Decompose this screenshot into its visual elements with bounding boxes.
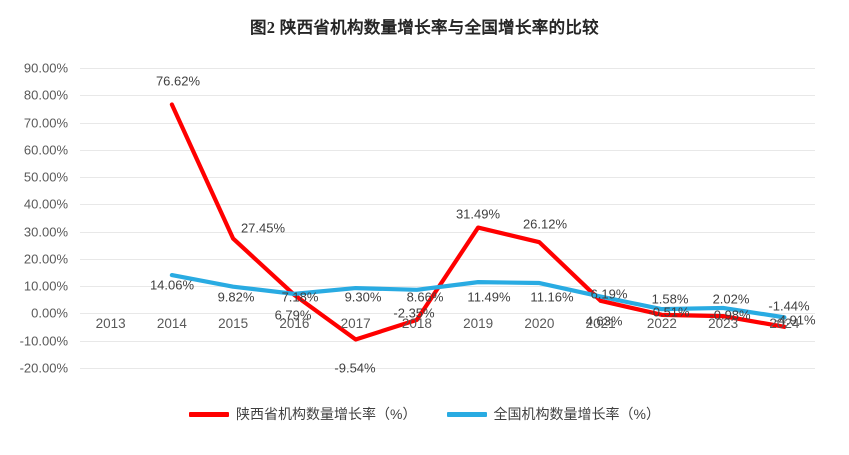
legend-swatch-icon [189,411,230,417]
x-axis-tick-label: 2023 [708,316,739,332]
line-series-shaanxi [169,102,787,342]
x-axis-tick-label: 2015 [218,316,249,332]
x-axis-tick-label: 2024 [769,316,800,332]
plot-area [80,68,815,369]
gridlines [80,68,815,369]
gridline [80,340,815,342]
line-series-national [169,273,787,320]
x-axis-tick-labels: 2013 2014 2015 2016 2017 2018 2019 2020 2021 2022… [80,316,815,338]
y-axis-tick-label: 30.00% [23,224,68,240]
y-axis-tick-label: 20.00% [23,251,68,267]
legend-label: 陕西省机构数量增长率（%） [236,406,417,422]
x-axis-tick-label: 2020 [524,316,555,332]
legend-entry[interactable]: 全国机构数量增长率（%） [446,404,660,424]
x-axis-tick-label: 2014 [156,316,187,332]
legend-label: 全国机构数量增长率（%） [493,406,660,422]
gridline [80,122,815,124]
y-axis-tick-label: -20.00% [19,360,68,376]
series-lines [169,102,787,342]
y-axis-tick-label: 90.00% [23,60,68,76]
gridline [80,149,815,151]
chart-legend: 陕西省机构数量增长率（%） 全国机构数量增长率（%） [0,404,849,424]
chart-title: 图2 陕西省机构数量增长率与全国增长率的比较 [250,18,599,37]
x-axis-tick-label: 2017 [340,316,371,332]
y-axis-tick-label: 60.00% [23,142,68,158]
y-axis-tick-label: 0.00% [31,305,68,321]
legend-entry[interactable]: 陕西省机构数量增长率（%） [189,404,417,424]
y-axis-tick-label: 10.00% [23,278,68,294]
x-axis-tick-label: 2018 [401,316,432,332]
gridline [80,231,815,233]
gridline [80,68,815,69]
y-axis-tick-label: 40.00% [23,196,68,212]
gridline [80,258,815,260]
x-axis-tick-label: 2013 [95,316,126,332]
gridline [80,95,815,97]
y-axis-tick-labels: 90.00% 80.00% 70.00% 60.00% 50.00% 40.00% 30.0… [0,61,72,376]
y-axis-tick-label: 80.00% [23,87,68,103]
x-axis-tick-label: 2022 [646,316,677,332]
gridline [80,368,815,369]
y-axis-tick-label: 50.00% [23,169,68,185]
y-axis-tick-label: -10.00% [19,333,68,349]
y-axis-tick-label: 70.00% [23,115,68,131]
x-axis-tick-label: 2019 [463,316,494,332]
legend-swatch-icon [446,411,487,417]
gridline [80,313,815,315]
x-axis-tick-label: 2021 [585,316,616,332]
x-axis-tick-label: 2016 [279,316,310,332]
gridline [80,177,815,179]
gridline [80,204,815,206]
